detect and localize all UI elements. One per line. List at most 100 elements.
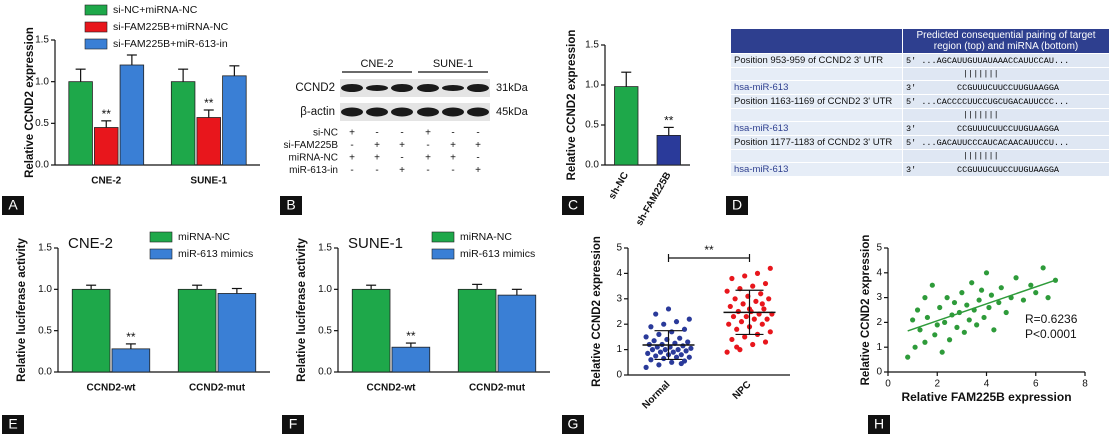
significance: ** [406, 329, 416, 343]
band [417, 84, 439, 92]
y-tick-label: 0.0 [585, 160, 599, 171]
panel-label-box [868, 415, 890, 434]
dot [653, 311, 659, 317]
dot [678, 352, 684, 358]
end: 5' [906, 55, 917, 66]
condition-mark: - [350, 165, 353, 176]
panel-label: F [289, 416, 298, 432]
end: 3' [906, 164, 917, 175]
y-tick-label: 0 [616, 370, 622, 381]
y-tick-label: 0.5 [35, 118, 49, 129]
dot [688, 345, 694, 351]
y-tick-label: 0.0 [35, 160, 49, 171]
dot [724, 288, 730, 294]
dot [686, 354, 692, 360]
band [366, 85, 388, 91]
bar [177, 288, 217, 373]
y-tick-label: 0.5 [318, 325, 332, 336]
significance: ** [704, 243, 714, 257]
y-tick-label: 1.5 [318, 243, 332, 254]
point [922, 295, 928, 301]
dot [729, 336, 735, 343]
dot [662, 347, 668, 353]
point [917, 327, 923, 333]
legend-label: miR-613 mimics [178, 248, 253, 260]
x-tick-label: SUNE-1 [190, 176, 227, 187]
y-tick-label: 1.0 [35, 76, 49, 87]
y-tick-label: 0.0 [318, 367, 332, 378]
x-tick-label: 6 [1033, 379, 1039, 390]
dot [665, 306, 672, 312]
dot [759, 321, 765, 327]
y-tick-label: 2 [616, 319, 622, 330]
y-tick-label: 1.0 [318, 284, 332, 295]
band [366, 107, 388, 117]
dot [678, 360, 684, 367]
dot [656, 331, 662, 337]
point [905, 354, 911, 360]
point [1045, 295, 1051, 301]
blank [730, 149, 903, 163]
condition-mark: - [476, 128, 479, 139]
legend-swatch [431, 248, 455, 260]
point [951, 299, 958, 306]
annotation: R=0.6236 [1025, 312, 1078, 326]
chart-title: SUNE-1 [348, 235, 403, 252]
legend-swatch [84, 4, 108, 16]
target: ...AGCAUUGUUAUAAACCAUUCCAU... [921, 55, 1070, 66]
y-axis-label: Relative CCND2 expression [591, 236, 603, 387]
point [944, 295, 950, 301]
dot [670, 349, 676, 355]
panel-label-box [2, 415, 24, 434]
condition-label: si-FAM225B [284, 140, 339, 151]
dot [740, 301, 746, 307]
alignment-table: Predicted consequential pairing of targe… [730, 28, 1110, 177]
point [959, 290, 965, 296]
point [932, 332, 938, 338]
point [996, 299, 1002, 306]
x-tick-label: CCND2-wt [87, 383, 137, 394]
position: Position 953-959 of CCND2 3' UTR [730, 53, 903, 68]
point [1013, 275, 1019, 281]
sequence: 3' CCGUUUCUUCCUUGUAAGGA [902, 162, 1110, 177]
condition-mark: + [349, 153, 355, 164]
band [442, 85, 464, 91]
dot [643, 364, 649, 370]
band [391, 107, 413, 117]
bar [94, 127, 119, 166]
dot [685, 339, 691, 345]
point [1028, 282, 1034, 288]
dot [766, 296, 772, 302]
legend-label: miR-613 mimics [460, 248, 535, 260]
y-tick-label: 5 [616, 243, 622, 254]
dot [669, 359, 675, 365]
dot [743, 313, 749, 320]
mirna-seq: CCGUUUCUUCCUUGUAAGGA [957, 82, 1060, 93]
legend-label: si-FAM225B+miR-613-in [113, 38, 228, 50]
condition-mark: - [350, 140, 353, 151]
dot [656, 362, 662, 368]
dot [738, 319, 745, 325]
point [974, 322, 980, 328]
condition-mark: + [475, 140, 481, 151]
y-axis-label: Relative CCND2 expression [24, 27, 36, 178]
point [988, 292, 995, 298]
point [934, 322, 940, 328]
dot [677, 335, 683, 341]
bar [71, 288, 111, 373]
y-tick-label: 1 [876, 342, 882, 353]
point [929, 282, 935, 288]
dot [735, 308, 741, 315]
mirna-seq: CCGUUUCUUCCUUGUAAGGA [957, 123, 1060, 134]
dot [754, 270, 761, 276]
fit-line [907, 279, 1056, 332]
point [983, 270, 990, 276]
dot [759, 301, 765, 307]
y-tick-label: 3 [876, 292, 882, 303]
blank [730, 67, 903, 81]
bar [217, 293, 257, 373]
x-tick-label: 4 [984, 379, 990, 390]
condition-mark: - [451, 128, 454, 139]
x-tick-label: 0 [885, 379, 891, 390]
point [912, 344, 918, 350]
